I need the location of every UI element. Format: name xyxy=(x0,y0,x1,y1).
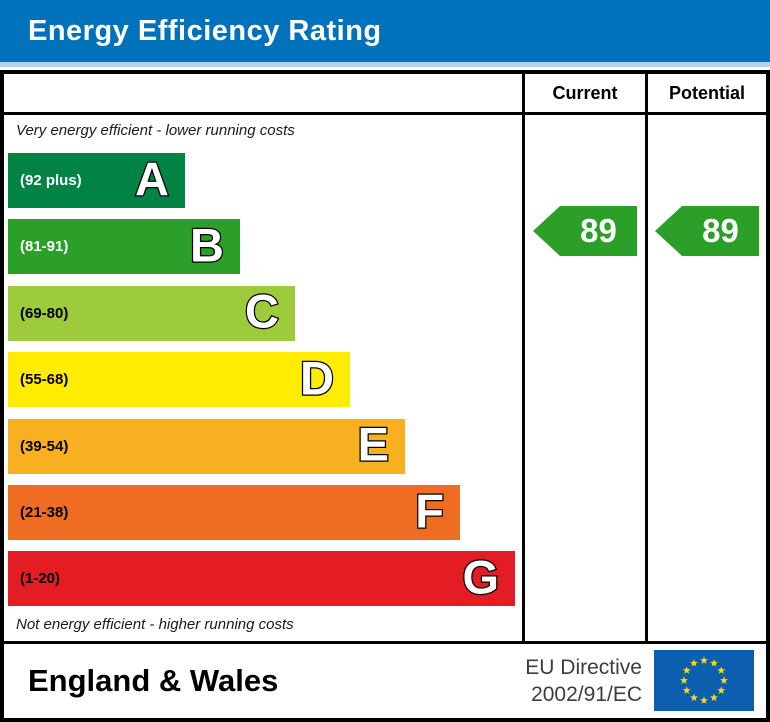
band-C: (69-80) C xyxy=(8,284,295,341)
band-E: (39-54) E xyxy=(8,417,405,474)
band-letter: C xyxy=(244,284,280,338)
potential-column-header: Potential xyxy=(645,74,766,112)
eu-directive-line1: EU Directive xyxy=(525,656,642,679)
band-letter: B xyxy=(189,218,225,272)
band-range-label: (55-68) xyxy=(20,371,69,389)
band-range-label: (92 plus) xyxy=(20,172,82,189)
potential-value-cell: 89 xyxy=(645,115,766,641)
potential-rating-value: 89 xyxy=(702,212,739,249)
current-rating-arrow: 89 xyxy=(533,206,637,256)
band-letter: F xyxy=(414,484,445,538)
band-letter: D xyxy=(299,351,335,405)
page-title: Energy Efficiency Rating xyxy=(28,15,382,47)
table-header-row: Current Potential xyxy=(4,74,766,115)
band-range-label: (39-54) xyxy=(20,437,69,455)
top-note: Very energy efficient - lower running co… xyxy=(16,122,295,139)
band-range-label: (1-20) xyxy=(20,570,61,588)
rating-scale: Very energy efficient - lower running co… xyxy=(4,115,522,641)
band-D: (55-68) D xyxy=(8,351,350,408)
band-A: (92 plus) A xyxy=(8,153,185,208)
eu-flag-icon xyxy=(654,650,754,711)
band-letter: G xyxy=(461,550,500,604)
band-range-label: (69-80) xyxy=(20,304,69,322)
band-G: (1-20) G xyxy=(8,550,515,607)
band-range-label: (81-91) xyxy=(20,238,69,256)
bottom-note: Not energy efficient - higher running co… xyxy=(16,616,294,633)
band-range-label: (21-38) xyxy=(20,504,69,521)
band-letter: A xyxy=(134,152,170,206)
title-bar-accent-strip xyxy=(0,62,770,67)
band-B: (81-91) B xyxy=(8,218,240,275)
title-bar: Energy Efficiency Rating xyxy=(0,0,770,62)
table-footer-row: England & Wales EU Directive 2002/91/EC xyxy=(4,641,766,718)
current-rating-value: 89 xyxy=(580,212,617,249)
potential-rating-arrow: 89 xyxy=(655,206,759,256)
eu-directive-label: EU Directive 2002/91/EC xyxy=(525,654,642,708)
chart-body: Very energy efficient - lower running co… xyxy=(4,115,766,641)
rating-table: Current Potential Very energy efficient … xyxy=(0,70,770,722)
band-F: (21-38) F xyxy=(8,485,460,540)
current-column-header: Current xyxy=(522,74,645,112)
region-label: England & Wales xyxy=(28,663,279,698)
band-letter: E xyxy=(356,417,390,471)
eu-directive-line2: 2002/91/EC xyxy=(531,683,642,706)
current-value-cell: 89 xyxy=(522,115,645,641)
